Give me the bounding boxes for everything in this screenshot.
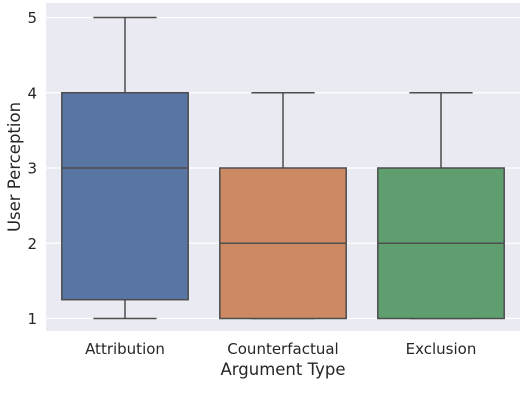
boxes (61, 16, 505, 320)
x-axis-label: Argument Type (220, 360, 345, 379)
y-tick-label: 3 (27, 160, 37, 178)
y-tick-labels: 1 2 3 4 5 (27, 9, 37, 328)
x-tick-label: Exclusion (406, 340, 477, 358)
y-tick-label: 5 (27, 9, 37, 27)
box-counterfactual (219, 92, 347, 320)
y-axis-label: User Perception (5, 102, 24, 232)
y-tick-label: 4 (27, 84, 37, 102)
y-tick-label: 1 (27, 310, 37, 328)
box-exclusion (377, 92, 505, 320)
x-tick-label: Attribution (85, 340, 165, 358)
x-tick-label: Counterfactual (227, 340, 338, 358)
box-attribution (61, 16, 189, 320)
y-tick-label: 2 (27, 235, 37, 253)
iqr-box (61, 92, 189, 301)
x-tick-labels: Attribution Counterfactual Exclusion (85, 340, 476, 358)
